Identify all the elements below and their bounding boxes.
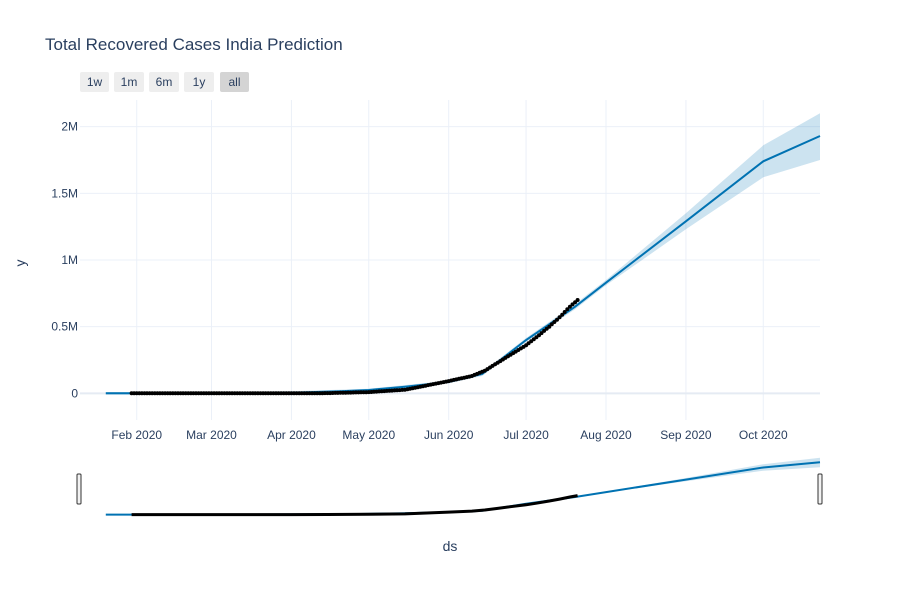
range-slider-background <box>80 455 820 520</box>
actual-point <box>552 320 557 324</box>
range-button-bg <box>114 72 144 92</box>
range-button-1w[interactable]: 1w <box>80 72 109 92</box>
prediction-line <box>105 135 821 395</box>
range-button-all[interactable]: all <box>220 72 249 92</box>
uncertainty-band <box>105 113 821 395</box>
actual-points-layer <box>129 298 580 396</box>
x-tick-label: Jun 2020 <box>424 428 474 442</box>
actual-point <box>575 298 580 302</box>
range-selector: 1w 1m 6m 1y all <box>80 72 249 92</box>
y-axis-ticks: 0 0.5M 1M 1.5M 2M <box>51 120 78 401</box>
x-tick-label: Sep 2020 <box>660 428 712 442</box>
x-tick-label: Jul 2020 <box>503 428 549 442</box>
range-button-bg <box>80 72 109 92</box>
grid <box>80 100 820 420</box>
x-tick-label: Apr 2020 <box>267 428 316 442</box>
range-button-label: 6m <box>156 75 173 89</box>
range-button-1y[interactable]: 1y <box>184 72 214 92</box>
y-tick-label: 2M <box>61 120 78 134</box>
actual-point <box>549 322 554 327</box>
range-button-bg <box>220 72 249 92</box>
range-button-6m[interactable]: 6m <box>149 72 179 92</box>
x-tick-label: Oct 2020 <box>739 428 788 442</box>
actual-point <box>555 317 559 322</box>
x-axis-ticks: Feb 2020 Mar 2020 Apr 2020 May 2020 Jun 2020… <box>111 428 788 442</box>
y-axis-title: y <box>12 260 28 267</box>
range-button-bg <box>149 72 179 92</box>
uncertainty-band-layer <box>105 113 821 395</box>
range-button-label: all <box>228 75 240 89</box>
range-button-bg <box>184 72 214 92</box>
x-tick-label: Feb 2020 <box>111 428 162 442</box>
range-button-label: 1w <box>87 75 103 89</box>
actual-point <box>562 310 567 314</box>
range-button-label: 1y <box>193 75 206 89</box>
y-tick-label: 0.5M <box>51 320 78 334</box>
range-slider[interactable] <box>76 455 823 520</box>
x-axis-title: ds <box>443 538 458 554</box>
y-tick-label: 1.5M <box>51 186 78 200</box>
y-tick-label: 1M <box>61 253 78 267</box>
range-button-1m[interactable]: 1m <box>114 72 144 92</box>
slider-right-handle[interactable] <box>817 473 823 505</box>
slider-actual-line <box>131 494 578 517</box>
actual-point <box>547 324 552 329</box>
x-tick-label: May 2020 <box>342 428 395 442</box>
actual-point <box>567 304 572 309</box>
prediction-line-layer <box>105 135 821 395</box>
x-tick-label: Aug 2020 <box>580 428 632 442</box>
chart-title: Total Recovered Cases India Prediction <box>45 35 343 54</box>
y-tick-label: 0 <box>71 386 78 400</box>
x-tick-label: Mar 2020 <box>186 428 237 442</box>
slider-left-handle[interactable] <box>76 473 82 505</box>
actual-point <box>557 315 562 320</box>
actual-point <box>560 312 565 317</box>
actual-point <box>565 307 570 312</box>
range-button-label: 1m <box>121 75 138 89</box>
